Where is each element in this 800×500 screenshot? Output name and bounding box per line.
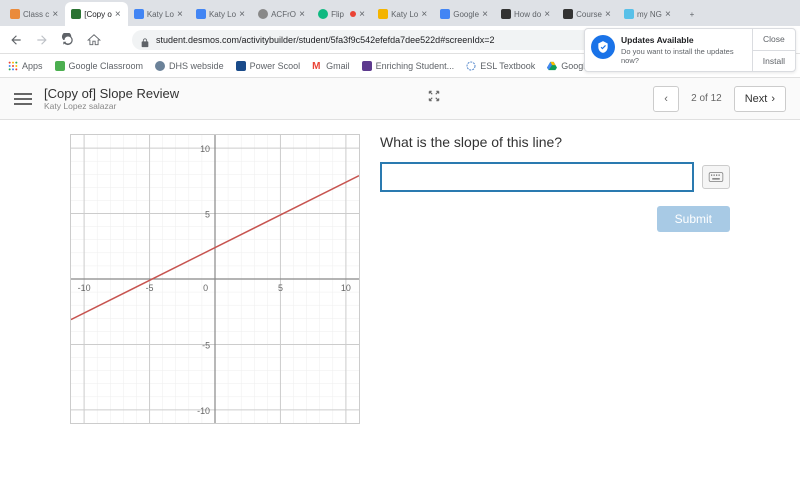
bookmark-classroom[interactable]: Google Classroom bbox=[55, 61, 144, 71]
prev-page-button[interactable]: ‹ bbox=[653, 86, 679, 112]
tab-acfro[interactable]: ACFrO× bbox=[252, 2, 312, 26]
close-icon[interactable]: × bbox=[114, 10, 122, 18]
update-notification: Updates Available Do you want to install… bbox=[584, 28, 796, 72]
question-panel: What is the slope of this line? Submit bbox=[380, 134, 730, 424]
activity-title: [Copy of] Slope Review bbox=[44, 86, 427, 101]
fullscreen-button[interactable] bbox=[427, 89, 441, 108]
lock-icon bbox=[140, 35, 150, 45]
svg-text:-10: -10 bbox=[78, 283, 91, 293]
browser-tabs: Class c× [Copy o× Katy Lo× Katy Lo× ACFr… bbox=[0, 0, 800, 26]
svg-text:10: 10 bbox=[200, 144, 210, 154]
tab-class[interactable]: Class c× bbox=[4, 2, 65, 26]
notification-subtitle: Do you want to install the updates now? bbox=[621, 47, 746, 65]
svg-text:0: 0 bbox=[203, 283, 208, 293]
close-icon[interactable]: × bbox=[604, 10, 612, 18]
forward-button[interactable] bbox=[34, 32, 50, 48]
esl-icon bbox=[466, 61, 476, 71]
keyboard-button[interactable] bbox=[702, 165, 730, 189]
tab-google[interactable]: Google× bbox=[434, 2, 495, 26]
activity-header: [Copy of] Slope Review Katy Lopez salaza… bbox=[0, 78, 800, 120]
notification-install-button[interactable]: Install bbox=[753, 51, 795, 72]
svg-text:-10: -10 bbox=[197, 406, 210, 416]
menu-button[interactable] bbox=[14, 90, 32, 108]
svg-text:5: 5 bbox=[278, 283, 283, 293]
question-text: What is the slope of this line? bbox=[380, 134, 730, 150]
enriching-icon bbox=[362, 61, 372, 71]
graph-svg: -10 -5 0 5 10 10 5 -5 -10 bbox=[71, 135, 359, 423]
submit-button[interactable]: Submit bbox=[657, 206, 730, 232]
close-icon[interactable]: × bbox=[358, 10, 366, 18]
bookmark-dhs[interactable]: DHS webside bbox=[155, 61, 224, 71]
student-name: Katy Lopez salazar bbox=[44, 101, 427, 111]
home-button[interactable] bbox=[86, 32, 102, 48]
next-page-button[interactable]: Next› bbox=[734, 86, 786, 112]
appstore-icon bbox=[591, 35, 615, 59]
tab-course[interactable]: Course× bbox=[557, 2, 618, 26]
close-icon[interactable]: × bbox=[543, 10, 551, 18]
tab-katy2[interactable]: Katy Lo× bbox=[190, 2, 252, 26]
tab-copy-active[interactable]: [Copy o× bbox=[65, 2, 128, 26]
apps-icon bbox=[8, 61, 18, 71]
activity-content: -10 -5 0 5 10 10 5 -5 -10 What is the sl… bbox=[0, 120, 800, 438]
bookmark-apps[interactable]: Apps bbox=[8, 61, 43, 71]
svg-text:-5: -5 bbox=[146, 283, 154, 293]
drive-icon bbox=[547, 61, 557, 71]
answer-input[interactable] bbox=[380, 162, 694, 192]
page-indicator: 2 of 12 bbox=[685, 93, 728, 104]
notification-title: Updates Available bbox=[621, 35, 746, 45]
tab-myng[interactable]: my NG× bbox=[618, 2, 678, 26]
bookmark-esl[interactable]: ESL Textbook bbox=[466, 61, 535, 71]
bookmark-enriching[interactable]: Enriching Student... bbox=[362, 61, 455, 71]
classroom-icon bbox=[55, 61, 65, 71]
tab-flip[interactable]: Flip× bbox=[312, 2, 372, 26]
tab-katy1[interactable]: Katy Lo× bbox=[128, 2, 190, 26]
url-text: student.desmos.com/activitybuilder/stude… bbox=[156, 35, 494, 45]
close-icon[interactable]: × bbox=[238, 10, 246, 18]
close-icon[interactable]: × bbox=[664, 10, 672, 18]
svg-text:-5: -5 bbox=[202, 341, 210, 351]
graph[interactable]: -10 -5 0 5 10 10 5 -5 -10 bbox=[70, 134, 360, 424]
new-tab-button[interactable]: + bbox=[682, 4, 702, 24]
bookmark-powerschool[interactable]: Power Scool bbox=[236, 61, 301, 71]
notification-close-button[interactable]: Close bbox=[753, 29, 795, 51]
close-icon[interactable]: × bbox=[176, 10, 184, 18]
svg-text:10: 10 bbox=[341, 283, 351, 293]
powerschool-icon bbox=[236, 61, 246, 71]
bookmark-gmail[interactable]: MGmail bbox=[312, 61, 350, 71]
pagination: ‹ 2 of 12 Next› bbox=[653, 86, 786, 112]
close-icon[interactable]: × bbox=[481, 10, 489, 18]
tab-howdo[interactable]: How do× bbox=[495, 2, 557, 26]
dhs-icon bbox=[155, 61, 165, 71]
close-icon[interactable]: × bbox=[420, 10, 428, 18]
svg-text:5: 5 bbox=[205, 209, 210, 219]
tab-katy3[interactable]: Katy Lo× bbox=[372, 2, 434, 26]
close-icon[interactable]: × bbox=[298, 10, 306, 18]
back-button[interactable] bbox=[8, 32, 24, 48]
reload-button[interactable] bbox=[60, 32, 76, 48]
close-icon[interactable]: × bbox=[51, 10, 59, 18]
gmail-icon: M bbox=[312, 61, 322, 71]
